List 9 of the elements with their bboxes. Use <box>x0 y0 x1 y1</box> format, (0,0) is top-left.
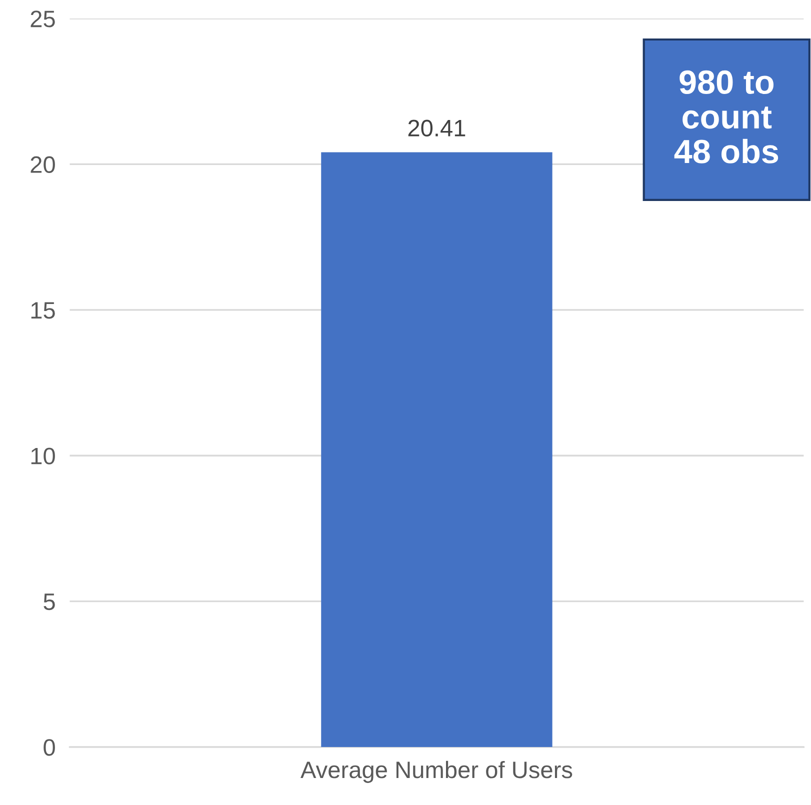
y-tick-label: 0 <box>44 739 55 756</box>
y-tick-label: 15 <box>31 302 55 319</box>
x-tick-label: Average Number of Users <box>300 760 572 783</box>
y-tick-label: 25 <box>30 10 55 28</box>
y-tick-label: 5 <box>44 594 55 610</box>
annotation: 980 to count 48 obs <box>674 70 778 164</box>
y-tick-label: 20 <box>30 156 55 174</box>
data-label: 20.41 <box>408 120 466 136</box>
y-tick-label: 10 <box>31 448 55 464</box>
